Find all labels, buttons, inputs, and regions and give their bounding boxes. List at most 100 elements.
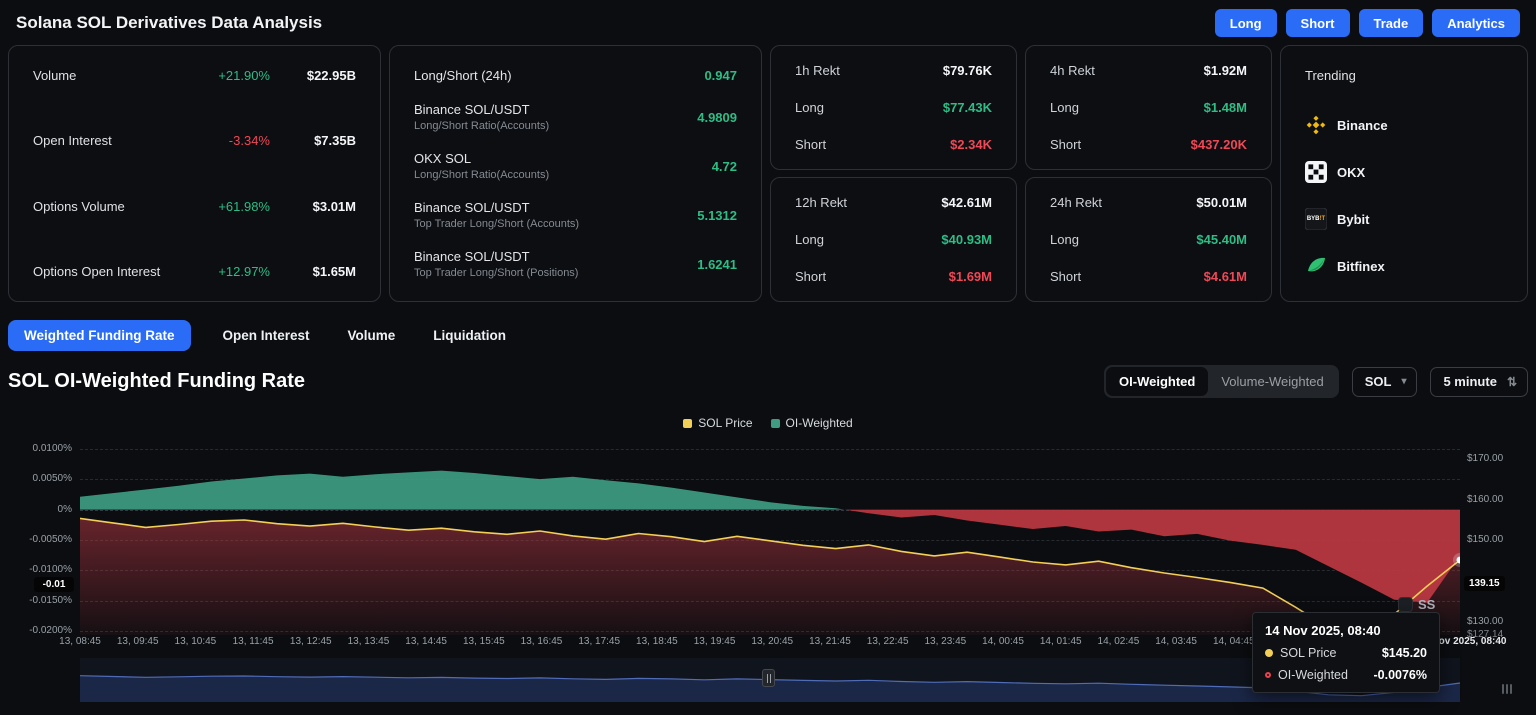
trending-item-okx[interactable]: OKX [1305,161,1503,183]
resize-grip-icon[interactable] [1502,684,1512,694]
rekt-long-value: $40.93M [941,232,992,247]
trade-button[interactable]: Trade [1358,9,1424,37]
ratio-row: Binance SOL/USDT Top Trader Long/Short (A… [414,200,737,230]
stat-row: Options Open Interest +12.97% $1.65M [33,264,356,279]
tooltip-label: OI-Weighted [1278,668,1348,682]
chart-navigator[interactable] [80,658,1460,702]
gridline [80,479,1460,481]
rekt-card-1h-rekt: 1h Rekt $79.76K Long $77.43K Short $2.34K [770,45,1017,170]
ratio-sublabel: Long/Short Ratio(Accounts) [414,169,550,181]
trending-title: Trending [1305,68,1356,83]
y-axis-right-label: $150.00 [1467,534,1504,546]
chart-tooltip: 14 Nov 2025, 08:40 SOL Price $145.20 OI-We… [1252,612,1440,693]
legend-item-sol-price[interactable]: SOL Price [683,416,753,430]
series-dot-icon [1265,672,1271,678]
rekt-card-12h-rekt: 12h Rekt $42.61M Long $40.93M Short $1.69M [770,177,1017,302]
legend-swatch-icon [683,418,693,428]
x-axis-label: 13, 09:45 [116,636,159,647]
watermark-text: SS [1418,597,1436,612]
x-axis-label: 13, 11:45 [232,636,274,647]
ratio-label: Long/Short (24h) [414,68,512,83]
rekt-short-value: $4.61M [1203,269,1247,284]
rekt-long-label: Long [795,232,824,247]
rekt-short-label: Short [1050,137,1082,152]
trending-item-binance[interactable]: Binance [1305,114,1503,136]
x-axis-label: 13, 18:45 [636,636,678,647]
trending-item-bybit[interactable]: BYB!T Bybit [1305,208,1503,230]
tooltip-title: 14 Nov 2025, 08:40 [1265,623,1381,638]
ratio-label: OKX SOL [414,151,472,166]
funding-rate-chart[interactable]: SOL Price OI-Weighted SS 14 Nov 2025, 08:… [0,408,1536,715]
chart-plot-area[interactable] [80,445,1460,635]
rekt-card-24h-rekt: 24h Rekt $50.01M Long $45.40M Short $4.61M [1025,177,1272,302]
short-button[interactable]: Short [1285,9,1350,37]
y-axis-left-label: 0.0100% [32,442,72,454]
interval-select[interactable]: 5 minute ⇅ [1430,366,1528,397]
gridline [80,448,1460,450]
rekt-title: 12h Rekt [795,195,848,210]
tooltip-value: $145.20 [1381,646,1427,660]
ratio-sublabel: Long/Short Ratio(Accounts) [414,120,550,132]
trending-item-bitfinex[interactable]: Bitfinex [1305,255,1503,277]
symbol-select[interactable]: SOL ▾ [1351,366,1418,397]
rekt-long-value: $77.43K [942,100,992,115]
rekt-title: 4h Rekt [1050,63,1095,78]
y-axis-min-label: $127.14 [1467,628,1504,640]
tooltip-row: OI-Weighted -0.0076% [1265,668,1427,682]
watermark: SS [1398,597,1435,612]
interval-select-value: 5 minute [1443,374,1497,389]
stat-label: Options Volume [33,198,125,214]
bybit-icon: BYB!T [1305,208,1327,230]
stat-change: +12.97% [218,263,270,279]
x-axis-label: 13, 20:45 [751,636,794,647]
rekt-total: $1.92M [1203,63,1247,78]
navigator-handle[interactable] [762,669,775,687]
ratio-value: 0.947 [704,68,737,83]
x-axis-label: 13, 15:45 [462,636,505,647]
section-title: SOL OI-Weighted Funding Rate [8,370,306,392]
rekt-title: 24h Rekt [1050,195,1103,210]
tooltip-value: -0.0076% [1373,668,1427,682]
summary-cards: Volume +21.90% $22.95B Open Interest -3.34% $… [8,45,1528,302]
rekt-total: $42.61M [941,195,992,210]
x-axis-label: 13, 17:45 [578,636,621,647]
trending-item-label: Bybit [1337,211,1370,227]
tab-weighted-funding-rate[interactable]: Weighted Funding Rate [8,320,191,351]
stat-change: +61.98% [218,198,270,214]
y-axis-left-label: -0.0050% [29,534,72,545]
ratio-value: 4.72 [711,158,737,174]
legend-item-oi-weighted[interactable]: OI-Weighted [770,416,853,430]
stat-value: $3.01M [312,198,356,214]
coinglass-logo-icon [1398,597,1413,612]
rekt-long-value: $1.48M [1203,100,1247,115]
ratio-row: OKX SOL Long/Short Ratio(Accounts) 4.72 [414,151,737,181]
weighting-toggle: OI-Weighted Volume-Weighted [1104,365,1339,398]
rekt-title: 1h Rekt [795,63,840,78]
long-button[interactable]: Long [1214,9,1277,37]
stat-row: Volume +21.90% $22.95B [33,68,356,83]
ratio-row: Binance SOL/USDT Long/Short Ratio(Account… [414,102,737,132]
y-axis-right-label: $160.00 [1467,493,1504,505]
ratio-value: 4.9809 [697,109,737,125]
stat-change: +21.90% [218,68,270,83]
toggle-oi-weighted[interactable]: OI-Weighted [1106,367,1209,396]
x-axis-label: 13, 16:45 [520,636,563,647]
y-axis-left-label: 0.0050% [32,473,72,485]
legend-label: SOL Price [698,416,753,430]
tab-liquidation[interactable]: Liquidation [427,320,512,351]
x-axis-label: 13, 10:45 [174,636,217,647]
ratio-label: Binance SOL/USDT [414,102,530,117]
rekt-long-label: Long [1050,232,1079,247]
x-axis-label: 13, 19:45 [693,636,736,647]
tab-volume[interactable]: Volume [342,320,402,351]
ratio-label: Binance SOL/USDT [414,249,530,264]
analytics-button[interactable]: Analytics [1432,9,1520,37]
x-axis-label: 13, 21:45 [809,636,851,647]
page-title: Solana SOL Derivatives Data Analysis [16,13,323,32]
tab-open-interest[interactable]: Open Interest [217,320,316,351]
y-axis-left-label: -0.0100% [29,564,72,576]
toggle-volume-weighted[interactable]: Volume-Weighted [1208,367,1336,396]
stat-value: $22.95B [306,68,356,83]
rekt-short-label: Short [795,137,827,152]
ratio-row: Binance SOL/USDT Top Trader Long/Short (P… [414,249,737,279]
